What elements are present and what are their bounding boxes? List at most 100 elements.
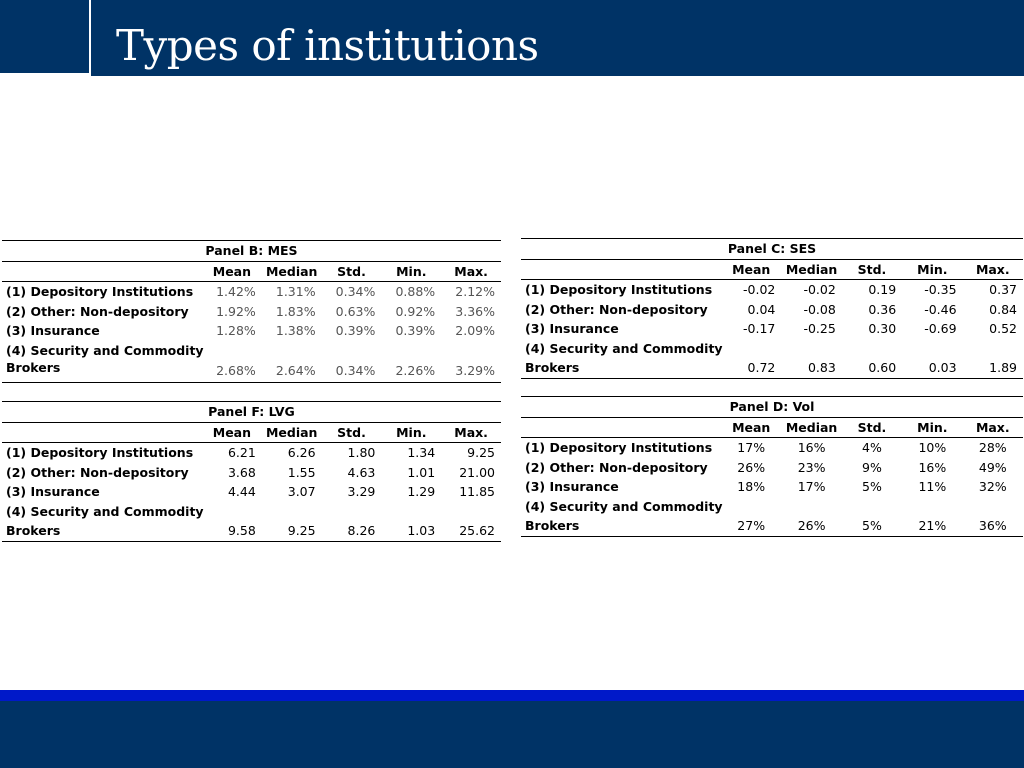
cell-max: 11.85 xyxy=(459,484,495,499)
cell-std: 0.34% xyxy=(335,284,376,299)
cell-std: 5% xyxy=(862,479,882,494)
header-divider-vertical xyxy=(89,0,91,76)
col-header-median: Median xyxy=(261,422,322,443)
col-header-min: Min. xyxy=(381,261,442,282)
table-row: Brokers 27% 26% 5% 21% 36% xyxy=(521,516,1023,537)
row-label: (2) Other: Non-depository xyxy=(525,459,708,475)
panel-title: Panel C: SES xyxy=(521,238,1023,260)
table-row: Brokers 2.68% 2.64% 0.34% 2.26% 3.29% xyxy=(2,360,501,383)
panel-title: Panel F: LVG xyxy=(2,401,501,423)
col-header-median: Median xyxy=(781,259,842,280)
cell-std: 0.60 xyxy=(841,358,903,379)
cell-min: 1.01 xyxy=(407,464,436,480)
cell-std: 9% xyxy=(862,459,882,475)
cell-max: 0.37 xyxy=(989,282,1017,297)
cell-median: -0.25 xyxy=(803,321,836,336)
row-label: (3) Insurance xyxy=(525,479,619,494)
table-row: (2) Other: Non-depository 0.04 -0.08 0.3… xyxy=(521,300,1023,320)
header-blank xyxy=(521,417,721,438)
table-row: (3) Insurance 4.44 3.07 3.29 1.29 11.85 xyxy=(2,482,501,502)
row-label-continued: Brokers xyxy=(2,521,202,542)
cell-std: 8.26 xyxy=(321,521,382,542)
footer-accent-bar xyxy=(0,690,1024,701)
col-header-std: Std. xyxy=(841,259,903,280)
panel-title: Panel B: MES xyxy=(2,240,501,262)
cell-min: 1.34 xyxy=(407,445,436,460)
row-label: (3) Insurance xyxy=(6,323,100,338)
row-label: (1) Depository Institutions xyxy=(6,284,194,299)
row-label-continued: Brokers xyxy=(521,358,721,379)
slide-footer xyxy=(0,701,1024,768)
col-header-max: Max. xyxy=(441,261,501,282)
table-row: Brokers 0.72 0.83 0.60 0.03 1.89 xyxy=(521,358,1023,379)
cell-min: 0.03 xyxy=(902,358,963,379)
cell-median: 1.83% xyxy=(275,303,316,319)
cell-median: -0.08 xyxy=(803,301,836,317)
cell-max: 1.89 xyxy=(962,358,1023,379)
cell-mean: 9.58 xyxy=(202,521,262,542)
cell-max: 3.29% xyxy=(441,360,501,383)
cell-max: 36% xyxy=(962,516,1023,537)
cell-mean: -0.17 xyxy=(743,321,776,336)
row-label: (4) Security and Commodity xyxy=(525,340,723,356)
cell-max: 0.52 xyxy=(989,321,1017,336)
cell-std: 3.29 xyxy=(347,484,376,499)
header-divider-horizontal xyxy=(0,73,91,76)
cell-median: 2.64% xyxy=(261,360,322,383)
cell-median: -0.02 xyxy=(803,282,836,297)
slide-title: Types of institutions xyxy=(116,21,539,70)
row-label: (1) Depository Institutions xyxy=(6,445,194,460)
cell-mean: 1.42% xyxy=(216,284,256,299)
row-label: (3) Insurance xyxy=(525,321,619,336)
cell-median: 3.07 xyxy=(287,484,316,499)
cell-max: 0.84 xyxy=(989,301,1017,317)
slide-header: Types of institutions xyxy=(0,0,1024,76)
cell-mean: 0.72 xyxy=(721,358,782,379)
cell-std: 5% xyxy=(841,516,903,537)
row-label: (2) Other: Non-depository xyxy=(6,303,189,319)
cell-std: 0.36 xyxy=(868,301,897,317)
row-label: (4) Security and Commodity xyxy=(6,342,204,358)
cell-mean: 2.68% xyxy=(202,360,262,383)
cell-std: 0.63% xyxy=(335,303,376,319)
table-row: (2) Other: Non-depository 3.68 1.55 4.63… xyxy=(2,463,501,483)
table-row: (2) Other: Non-depository 26% 23% 9% 16%… xyxy=(521,458,1023,478)
col-header-max: Max. xyxy=(441,422,501,443)
cell-min: 16% xyxy=(918,459,947,475)
cell-max: 21.00 xyxy=(459,464,495,480)
cell-min: -0.69 xyxy=(924,321,957,336)
cell-mean: 1.28% xyxy=(216,323,256,338)
cell-min: 11% xyxy=(918,479,947,494)
col-header-std: Std. xyxy=(841,417,903,438)
panel-f-lvg: Panel F: LVG Mean Median Std. Min. Max. … xyxy=(2,401,501,542)
table-row: (4) Security and Commodity xyxy=(2,341,501,361)
cell-std: 4.63 xyxy=(347,464,376,480)
table-row: (2) Other: Non-depository 1.92% 1.83% 0.… xyxy=(2,302,501,322)
cell-min: 0.39% xyxy=(395,323,436,338)
col-header-max: Max. xyxy=(962,259,1023,280)
col-header-mean: Mean xyxy=(202,261,262,282)
cell-median: 23% xyxy=(797,459,826,475)
col-header-mean: Mean xyxy=(721,259,782,280)
cell-mean: 3.68 xyxy=(227,464,256,480)
col-header-mean: Mean xyxy=(721,417,782,438)
cell-min: -0.46 xyxy=(924,301,957,317)
col-header-std: Std. xyxy=(321,261,382,282)
cell-min: -0.35 xyxy=(924,282,957,297)
cell-median: 26% xyxy=(781,516,842,537)
cell-min: 0.88% xyxy=(395,284,436,299)
cell-max: 28% xyxy=(978,440,1007,455)
header-blank xyxy=(2,261,202,282)
panel-b-mes: Panel B: MES Mean Median Std. Min. Max. … xyxy=(2,240,501,383)
row-label: (4) Security and Commodity xyxy=(525,498,723,514)
table-row: (1) Depository Institutions 6.21 6.26 1.… xyxy=(2,443,501,463)
cell-min: 2.26% xyxy=(381,360,442,383)
table-row: (1) Depository Institutions 17% 16% 4% 1… xyxy=(521,438,1023,458)
cell-min: 21% xyxy=(902,516,963,537)
cell-mean: 6.21 xyxy=(227,445,256,460)
cell-max: 25.62 xyxy=(441,521,501,542)
cell-mean: 1.92% xyxy=(216,303,256,319)
col-header-min: Min. xyxy=(902,259,963,280)
cell-mean: 0.04 xyxy=(747,301,776,317)
col-header-median: Median xyxy=(261,261,322,282)
